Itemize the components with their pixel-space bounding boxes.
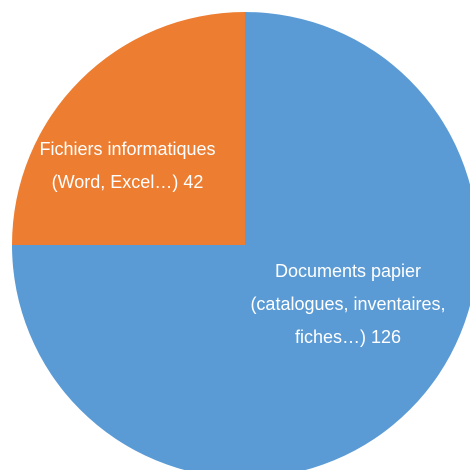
data-label: Fichiers informatiques (Word, Excel…) 42 bbox=[30, 133, 225, 199]
label-category: Documents papier (catalogues, inventaire… bbox=[250, 261, 446, 347]
pie-slice bbox=[12, 12, 245, 245]
label-value: 42 bbox=[183, 172, 204, 192]
data-label: Documents papier (catalogues, inventaire… bbox=[238, 255, 458, 354]
label-category: Fichiers informatiques (Word, Excel…) bbox=[39, 139, 216, 192]
pie-slice bbox=[12, 12, 470, 470]
label-value: 126 bbox=[370, 327, 402, 347]
